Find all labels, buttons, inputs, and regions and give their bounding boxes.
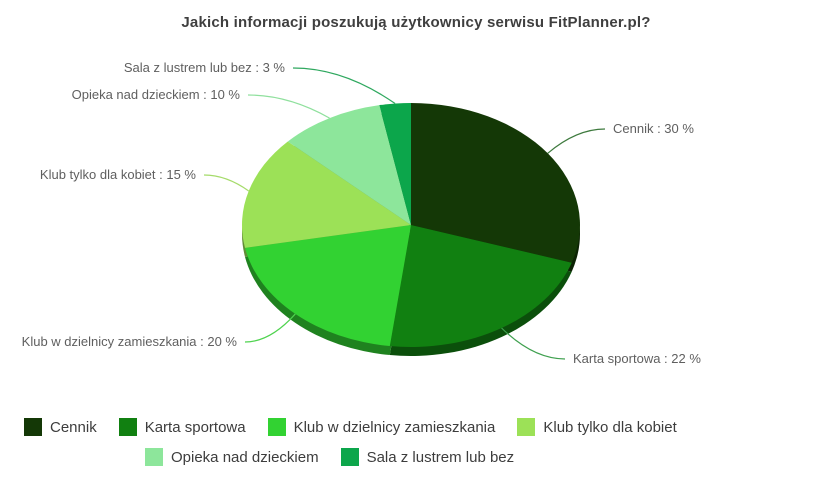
legend-item[interactable]: Cennik xyxy=(24,418,97,436)
callout-line xyxy=(247,94,330,119)
legend-swatch xyxy=(24,418,42,436)
pie-slice[interactable] xyxy=(287,105,411,225)
callout-label: Klub tylko dla kobiet : 15 % xyxy=(40,167,197,182)
callout-line xyxy=(547,128,606,154)
legend-item[interactable]: Klub tylko dla kobiet xyxy=(517,418,677,436)
callout-line xyxy=(244,313,296,343)
pie-slice[interactable] xyxy=(379,103,411,225)
callout-line xyxy=(501,327,566,360)
legend-swatch xyxy=(145,448,163,466)
legend-row: Cennik Karta sportowa Klub w dzielnicy zam… xyxy=(24,418,677,436)
legend-item[interactable]: Sala z lustrem lub bez xyxy=(340,448,515,466)
callout-label: Opieka nad dzieckiem : 10 % xyxy=(72,87,241,102)
callout-label: Karta sportowa : 22 % xyxy=(573,351,701,366)
legend-label: Klub tylko dla kobiet xyxy=(543,418,677,436)
callout-line xyxy=(203,174,250,192)
callout-label: Klub w dzielnicy zamieszkania : 20 % xyxy=(22,334,238,349)
legend-swatch xyxy=(118,418,137,436)
pie-slice[interactable] xyxy=(244,225,411,347)
legend-swatch xyxy=(340,448,359,466)
legend-item[interactable]: Karta sportowa xyxy=(118,418,246,436)
callout-line xyxy=(292,67,396,105)
legend-item[interactable]: Opieka nad dzieckiem xyxy=(145,448,319,466)
legend-item[interactable]: Klub w dzielnicy zamieszkania xyxy=(267,418,496,436)
pie-slice[interactable] xyxy=(389,225,572,347)
legend-label: Karta sportowa xyxy=(144,418,246,436)
legend-label: Sala z lustrem lub bez xyxy=(366,448,515,466)
legend-swatch xyxy=(517,418,536,436)
legend-label: Cennik xyxy=(50,418,97,436)
chart-title: Jakich informacji poszukują użytkownicy … xyxy=(181,14,651,31)
callout-label: Sala z lustrem lub bez : 3 % xyxy=(124,60,286,75)
legend-row: Opieka nad dzieckiem Sala z lustrem lub b… xyxy=(145,448,514,466)
legend-label: Opieka nad dzieckiem xyxy=(171,448,319,466)
pie-slice[interactable] xyxy=(411,103,581,263)
legend-swatch xyxy=(267,418,286,436)
callout-label: Cennik : 30 % xyxy=(613,121,694,136)
pie-slice[interactable] xyxy=(242,141,411,248)
legend-label: Klub w dzielnicy zamieszkania xyxy=(293,418,496,436)
